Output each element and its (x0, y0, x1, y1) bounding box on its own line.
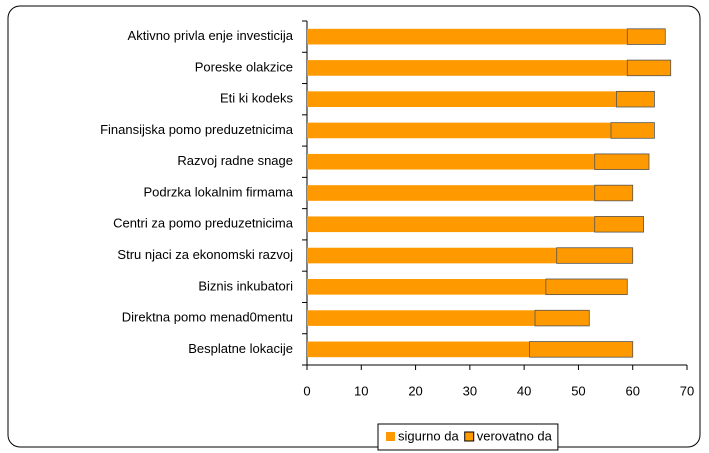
y-tick-label: Aktivno privla enje investicija (128, 28, 294, 43)
y-tick-label: Poreske olakzice (195, 59, 293, 74)
bar (594, 216, 644, 233)
x-tick-label: 20 (408, 383, 422, 398)
x-tick-label: 50 (571, 383, 585, 398)
bar (307, 28, 628, 45)
bar (610, 122, 655, 139)
legend-label: sigurno da (398, 428, 459, 443)
y-tick-label: Podrzka lokalnim firmama (143, 184, 293, 199)
y-tick-label: Biznis inkubatori (198, 278, 293, 293)
bar (545, 278, 628, 296)
bar (616, 90, 655, 108)
bar (307, 279, 546, 295)
y-tick-label: Finansijska pomo preduzetnicima (100, 122, 294, 137)
y-tick-label: Direktna pomo menad0mentu (122, 310, 293, 325)
bar (626, 59, 672, 77)
legend-swatch (386, 432, 395, 441)
x-tick-label: 40 (517, 383, 531, 398)
bar (307, 341, 530, 358)
x-tick-label: 60 (625, 383, 639, 398)
y-tick-label: Eti ki kodeks (220, 91, 293, 106)
bar (307, 216, 595, 233)
bar (556, 247, 634, 264)
bar (307, 310, 535, 326)
legend-label: verovatno da (477, 428, 553, 443)
y-tick-label: Stru njaci za ekonomski razvoj (117, 247, 293, 262)
bar (529, 341, 634, 358)
bar (594, 184, 634, 202)
bar (307, 122, 611, 139)
x-tick-label: 10 (354, 383, 368, 398)
bar (307, 91, 617, 107)
y-tick-label: Centri za pomo preduzetnicima (113, 216, 294, 231)
bar (534, 309, 590, 327)
bar (307, 153, 595, 170)
bar (307, 185, 595, 201)
y-tick-label: Razvoj radne snage (177, 153, 293, 168)
bar (626, 28, 666, 45)
x-tick-label: 30 (463, 383, 477, 398)
bar (594, 153, 650, 170)
y-tick-label: Besplatne lokacije (188, 341, 293, 356)
bar (307, 247, 557, 264)
x-tick-label: 0 (303, 383, 310, 398)
bar (307, 60, 628, 76)
legend-swatch (464, 431, 475, 442)
x-tick-label: 70 (680, 383, 694, 398)
